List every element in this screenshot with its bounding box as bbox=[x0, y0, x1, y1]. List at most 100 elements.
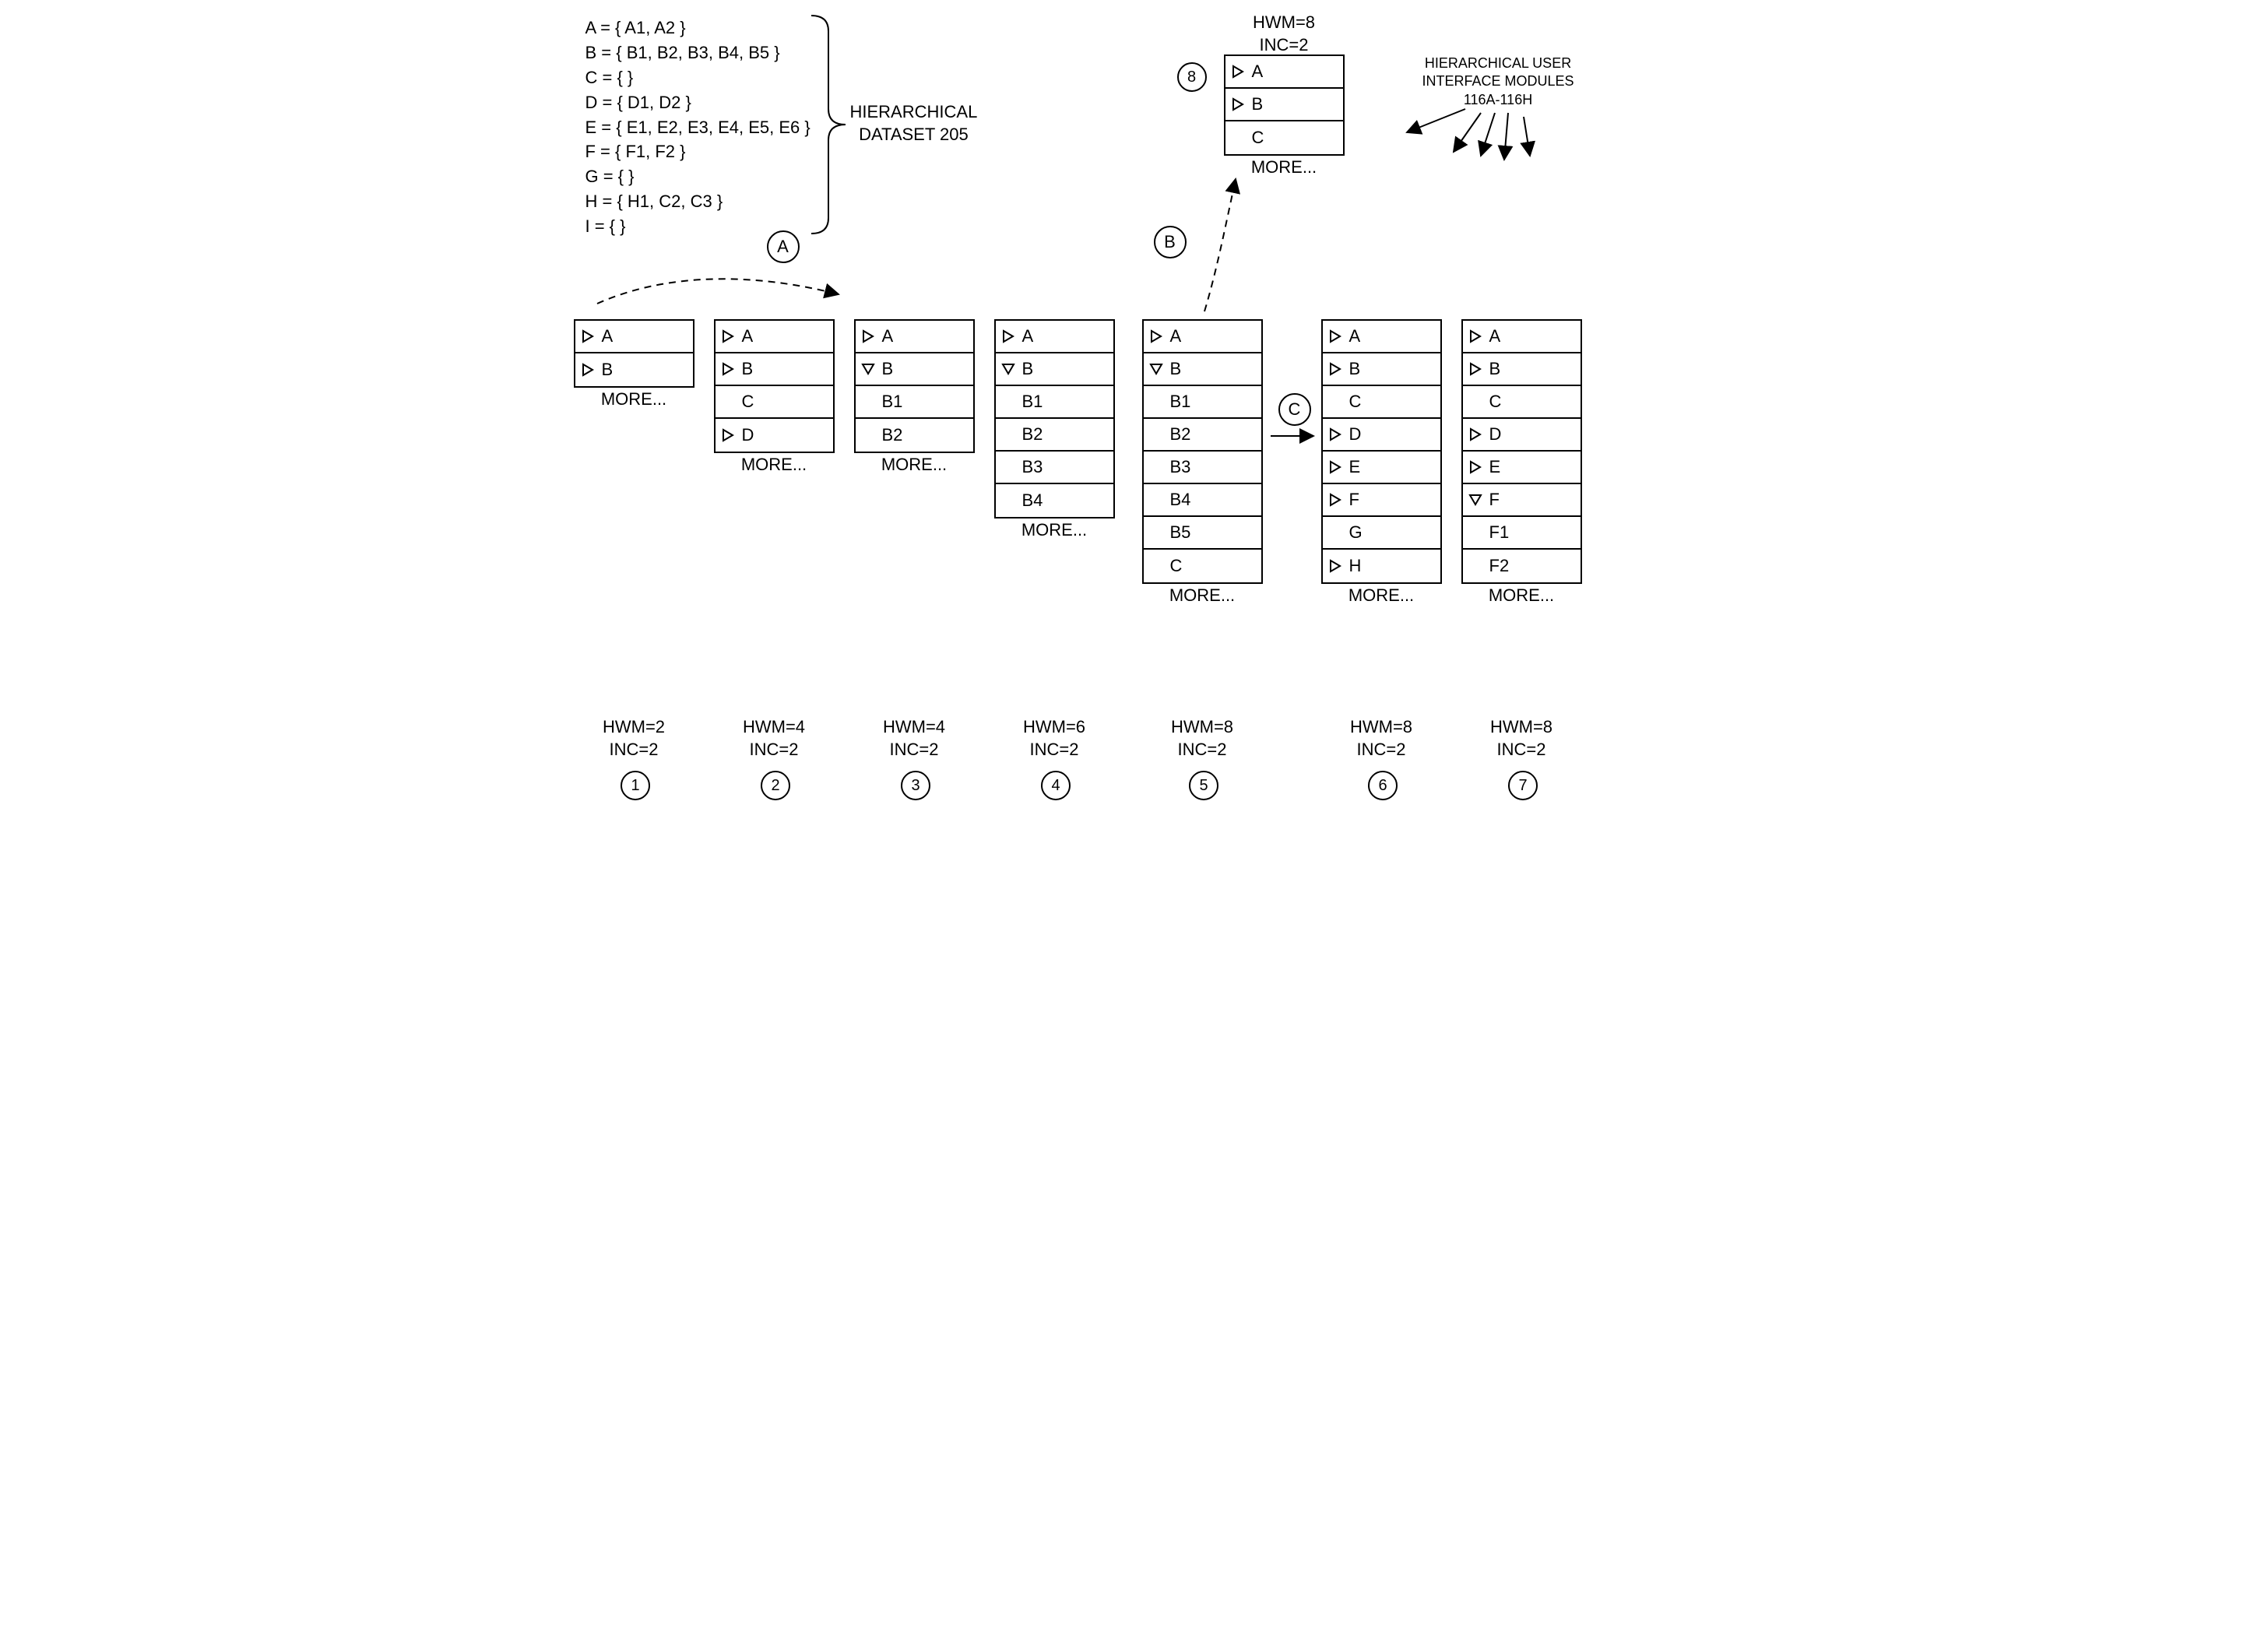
chevron-right-icon bbox=[1469, 363, 1482, 375]
row-label: B1 bbox=[1170, 392, 1191, 412]
module-row[interactable]: D bbox=[716, 419, 833, 452]
module-row[interactable]: F bbox=[1463, 484, 1581, 517]
module-row[interactable]: F1 bbox=[1463, 517, 1581, 550]
row-label: A bbox=[1489, 326, 1501, 346]
module-row[interactable]: B bbox=[996, 353, 1113, 386]
module-row[interactable]: A bbox=[575, 321, 693, 353]
row-label: B bbox=[742, 359, 754, 379]
module-row[interactable]: A bbox=[996, 321, 1113, 353]
module-row[interactable]: B4 bbox=[996, 484, 1113, 517]
ui-module-7: ABCDEF F1 F2 bbox=[1461, 319, 1582, 584]
row-label: F bbox=[1489, 490, 1500, 510]
module-status: HWM=6INC=2 bbox=[986, 716, 1123, 761]
user-module-arrow bbox=[1504, 113, 1508, 160]
module-row[interactable]: B4 bbox=[1144, 484, 1261, 517]
more-label[interactable]: MORE... bbox=[854, 455, 975, 475]
chevron-right-icon bbox=[1469, 428, 1482, 441]
module-row[interactable]: B bbox=[1225, 89, 1343, 121]
row-label: B4 bbox=[1022, 490, 1043, 511]
row-label: B2 bbox=[1022, 424, 1043, 445]
module-row[interactable]: B1 bbox=[1144, 386, 1261, 419]
module-row[interactable]: B5 bbox=[1144, 517, 1261, 550]
more-label[interactable]: MORE... bbox=[1461, 585, 1582, 606]
module-row[interactable]: C bbox=[1144, 550, 1261, 582]
module-row[interactable]: A bbox=[1225, 56, 1343, 89]
module-row[interactable]: B2 bbox=[1144, 419, 1261, 452]
row-label: C bbox=[1170, 556, 1183, 576]
module-row[interactable]: D bbox=[1463, 419, 1581, 452]
module-row[interactable]: B1 bbox=[856, 386, 973, 419]
ui-module-5: AB B1 B2 B3 B4 B5 C bbox=[1142, 319, 1263, 584]
module-row[interactable]: F bbox=[1323, 484, 1440, 517]
row-label: B2 bbox=[1170, 424, 1191, 445]
row-label: B1 bbox=[882, 392, 903, 412]
module-row[interactable]: B2 bbox=[856, 419, 973, 452]
row-label: B3 bbox=[1170, 457, 1191, 477]
module-row[interactable]: A bbox=[716, 321, 833, 353]
module-row[interactable]: F2 bbox=[1463, 550, 1581, 582]
row-label: E bbox=[1489, 457, 1501, 477]
module-row[interactable]: A bbox=[1463, 321, 1581, 353]
chevron-right-icon bbox=[722, 363, 734, 375]
module-status: HWM=4INC=2 bbox=[706, 716, 842, 761]
more-label[interactable]: MORE... bbox=[1321, 585, 1442, 606]
module-row[interactable]: E bbox=[1463, 452, 1581, 484]
module-row[interactable]: D bbox=[1323, 419, 1440, 452]
row-label: A bbox=[1170, 326, 1182, 346]
module-row[interactable]: C bbox=[1225, 121, 1343, 154]
chevron-right-icon bbox=[1329, 363, 1341, 375]
chevron-right-icon bbox=[1329, 330, 1341, 343]
chevron-right-icon bbox=[722, 429, 734, 441]
row-label: A bbox=[1022, 326, 1034, 346]
ui-module-2: ABCD bbox=[714, 319, 835, 453]
step-badge-2: 2 bbox=[761, 771, 790, 800]
letter-badge-b: B bbox=[1154, 226, 1187, 258]
chevron-right-icon bbox=[1002, 330, 1014, 343]
chevron-down-icon bbox=[1150, 363, 1162, 375]
more-label[interactable]: MORE... bbox=[1142, 585, 1263, 606]
module-row[interactable]: B1 bbox=[996, 386, 1113, 419]
module-row[interactable]: B bbox=[575, 353, 693, 386]
module-row[interactable]: A bbox=[1144, 321, 1261, 353]
module-row[interactable]: B2 bbox=[996, 419, 1113, 452]
module-row[interactable]: B bbox=[1463, 353, 1581, 386]
module-row[interactable]: B3 bbox=[1144, 452, 1261, 484]
module-row[interactable]: C bbox=[1323, 386, 1440, 419]
chevron-down-icon bbox=[1469, 494, 1482, 506]
row-label: B1 bbox=[1022, 392, 1043, 412]
letter-badge-c: C bbox=[1278, 393, 1311, 426]
row-label: F1 bbox=[1489, 522, 1510, 543]
ui-module-1: AB bbox=[574, 319, 694, 388]
module-row[interactable]: B bbox=[1323, 353, 1440, 386]
module-row[interactable]: B3 bbox=[996, 452, 1113, 484]
module-row[interactable]: G bbox=[1323, 517, 1440, 550]
row-label: B bbox=[1252, 94, 1264, 114]
module-row[interactable]: B bbox=[716, 353, 833, 386]
user-module-arrow bbox=[1454, 113, 1481, 152]
user-module-arrow bbox=[1524, 117, 1530, 156]
module-status: HWM=4INC=2 bbox=[846, 716, 983, 761]
module-status: HWM=2INC=2 bbox=[566, 716, 702, 761]
chevron-right-icon bbox=[722, 330, 734, 343]
module-row[interactable]: E bbox=[1323, 452, 1440, 484]
module-row[interactable]: A bbox=[1323, 321, 1440, 353]
row-label: C bbox=[1252, 128, 1264, 148]
module-row[interactable]: B bbox=[1144, 353, 1261, 386]
more-label[interactable]: MORE... bbox=[574, 389, 694, 410]
more-label[interactable]: MORE... bbox=[714, 455, 835, 475]
module-status: HWM=8INC=2 bbox=[1216, 12, 1352, 56]
ui-module-8: ABC bbox=[1224, 54, 1345, 156]
module-row[interactable]: C bbox=[716, 386, 833, 419]
chevron-right-icon bbox=[862, 330, 874, 343]
module-status: HWM=8INC=2 bbox=[1454, 716, 1590, 761]
row-label: A bbox=[882, 326, 894, 346]
module-row[interactable]: B bbox=[856, 353, 973, 386]
more-label[interactable]: MORE... bbox=[994, 520, 1115, 540]
row-label: C bbox=[1349, 392, 1362, 412]
module-row[interactable]: H bbox=[1323, 550, 1440, 582]
module-row[interactable]: C bbox=[1463, 386, 1581, 419]
module-row[interactable]: A bbox=[856, 321, 973, 353]
user-module-arrow bbox=[1407, 109, 1465, 132]
more-label[interactable]: MORE... bbox=[1224, 157, 1345, 178]
row-label: B4 bbox=[1170, 490, 1191, 510]
